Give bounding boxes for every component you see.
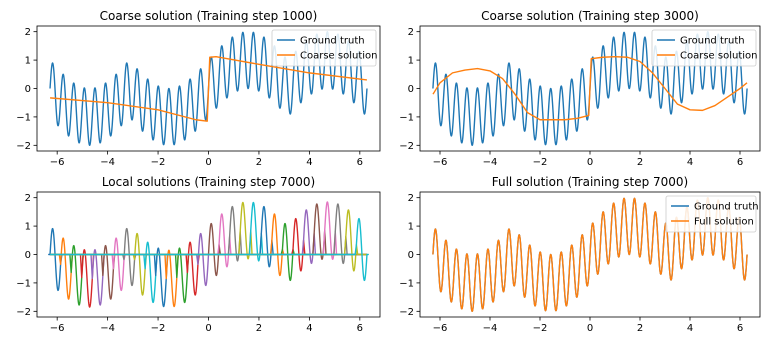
y-tick-label: −2: [16, 307, 31, 318]
y-tick-label: 2: [25, 27, 31, 38]
x-tick-label: −6: [50, 157, 65, 168]
y-tick-label: −1: [16, 112, 31, 123]
x-tick-label: −6: [433, 323, 448, 334]
x-tick-label: 0: [587, 157, 593, 168]
legend: Ground truth Full solution: [665, 195, 759, 233]
series-line-local-solution: [50, 244, 367, 300]
series-line-local-solution: [50, 209, 367, 265]
legend: Ground truth Coarse solution: [651, 29, 757, 67]
x-tick-label: −2: [533, 323, 548, 334]
x-tick-label: −2: [151, 323, 166, 334]
series-line-local-solution: [48, 227, 367, 292]
series-line-local-solution: [50, 232, 367, 296]
y-tick-label: −1: [16, 278, 31, 289]
plot-area: [48, 201, 369, 308]
series-line-local-solution: [50, 203, 367, 265]
chart-title: Full solution (Training step 7000): [492, 175, 689, 189]
series-line-local-solution: [50, 209, 367, 272]
y-tick-label: −2: [399, 141, 414, 152]
subplot-coarse-3000: Coarse solution (Training step 3000) −6 −4…: [399, 9, 761, 168]
x-tick-label: 4: [306, 323, 312, 334]
y-tick-label: −1: [399, 112, 414, 123]
x-tick-label: 4: [306, 157, 312, 168]
x-tick-label: −2: [533, 157, 548, 168]
chart-title: Coarse solution (Training step 1000): [100, 9, 318, 23]
x-tick-label: 0: [205, 323, 211, 334]
series-line-local-solution: [50, 213, 367, 268]
series-line-local-solution: [50, 247, 367, 304]
tick-marks: [416, 31, 741, 155]
y-tick-label: 0: [25, 84, 31, 95]
legend-box: [665, 195, 757, 233]
x-tick-label: −4: [483, 157, 498, 168]
x-tick-label: 2: [256, 157, 262, 168]
x-tick-label: 2: [637, 323, 643, 334]
subplot-full-7000: Full solution (Training step 7000) −6 −4 −2…: [399, 175, 761, 334]
y-tick-label: 1: [25, 56, 31, 67]
y-tick-label: 2: [408, 193, 414, 204]
y-tick-label: 2: [408, 27, 414, 38]
tick-marks: [33, 197, 361, 321]
series-line-local-solution: [50, 205, 367, 268]
subplot-local-7000: Local solutions (Training step 7000) −6 −4…: [16, 175, 381, 334]
x-tick-label: −2: [151, 157, 166, 168]
x-tick-label: −4: [100, 323, 115, 334]
legend: Ground truth Coarse solution: [271, 29, 377, 67]
series-line-coarse-solution: [432, 55, 748, 121]
tick-marks: [416, 197, 741, 321]
series-line-local-solution: [50, 217, 369, 282]
series-line-local-solution: [50, 213, 367, 277]
x-tick-label: 4: [687, 157, 693, 168]
y-tick-label: 0: [25, 250, 31, 261]
y-tick-label: 1: [408, 222, 414, 233]
series-line-coarse-solution: [50, 55, 367, 122]
legend-label: Coarse solution: [680, 51, 757, 62]
series-line-local-solution: [50, 222, 367, 277]
legend-label: Coarse solution: [300, 51, 377, 62]
y-tick-label: −2: [16, 141, 31, 152]
y-tick-label: 2: [25, 193, 31, 204]
x-tick-label: 6: [357, 323, 363, 334]
x-tick-label: 0: [587, 323, 593, 334]
x-tick-label: −4: [100, 157, 115, 168]
y-tick-label: 0: [408, 250, 414, 261]
x-tick-label: −6: [50, 323, 65, 334]
x-tick-label: 6: [357, 157, 363, 168]
series-line-local-solution: [50, 232, 367, 287]
series-line-local-solution: [50, 237, 367, 292]
y-tick-label: 1: [408, 56, 414, 67]
series-line-local-solution: [50, 249, 367, 306]
legend-label: Ground truth: [300, 36, 365, 47]
series-line-local-solution: [50, 249, 367, 308]
chart-title: Coarse solution (Training step 3000): [481, 9, 699, 23]
legend-box: [271, 29, 377, 67]
legend-label: Full solution: [694, 217, 754, 228]
legend-label: Ground truth: [680, 36, 745, 47]
legend-box: [651, 29, 757, 67]
series-line-local-solution: [50, 237, 367, 300]
chart-title: Local solutions (Training step 7000): [102, 175, 315, 189]
x-tick-label: −4: [483, 323, 498, 334]
subplot-coarse-1000: Coarse solution (Training step 1000) −6 −4…: [16, 9, 381, 168]
x-tick-label: 2: [256, 323, 262, 334]
series-line-local-solution: [50, 241, 367, 296]
x-tick-label: 6: [737, 323, 743, 334]
y-tick-label: −2: [399, 307, 414, 318]
x-tick-label: 2: [637, 157, 643, 168]
y-tick-label: 0: [408, 84, 414, 95]
series-line-local-solution: [50, 244, 367, 306]
x-tick-label: −6: [433, 157, 448, 168]
series-line-local-solution: [50, 217, 367, 272]
series-line-local-solution: [50, 241, 367, 304]
x-tick-label: 4: [687, 323, 693, 334]
series-line-local-solution: [50, 249, 367, 308]
x-tick-label: 6: [737, 157, 743, 168]
y-tick-label: 1: [25, 222, 31, 233]
legend-label: Ground truth: [694, 202, 759, 213]
tick-marks: [33, 31, 361, 155]
x-tick-label: 0: [205, 157, 211, 168]
y-tick-label: −1: [399, 278, 414, 289]
